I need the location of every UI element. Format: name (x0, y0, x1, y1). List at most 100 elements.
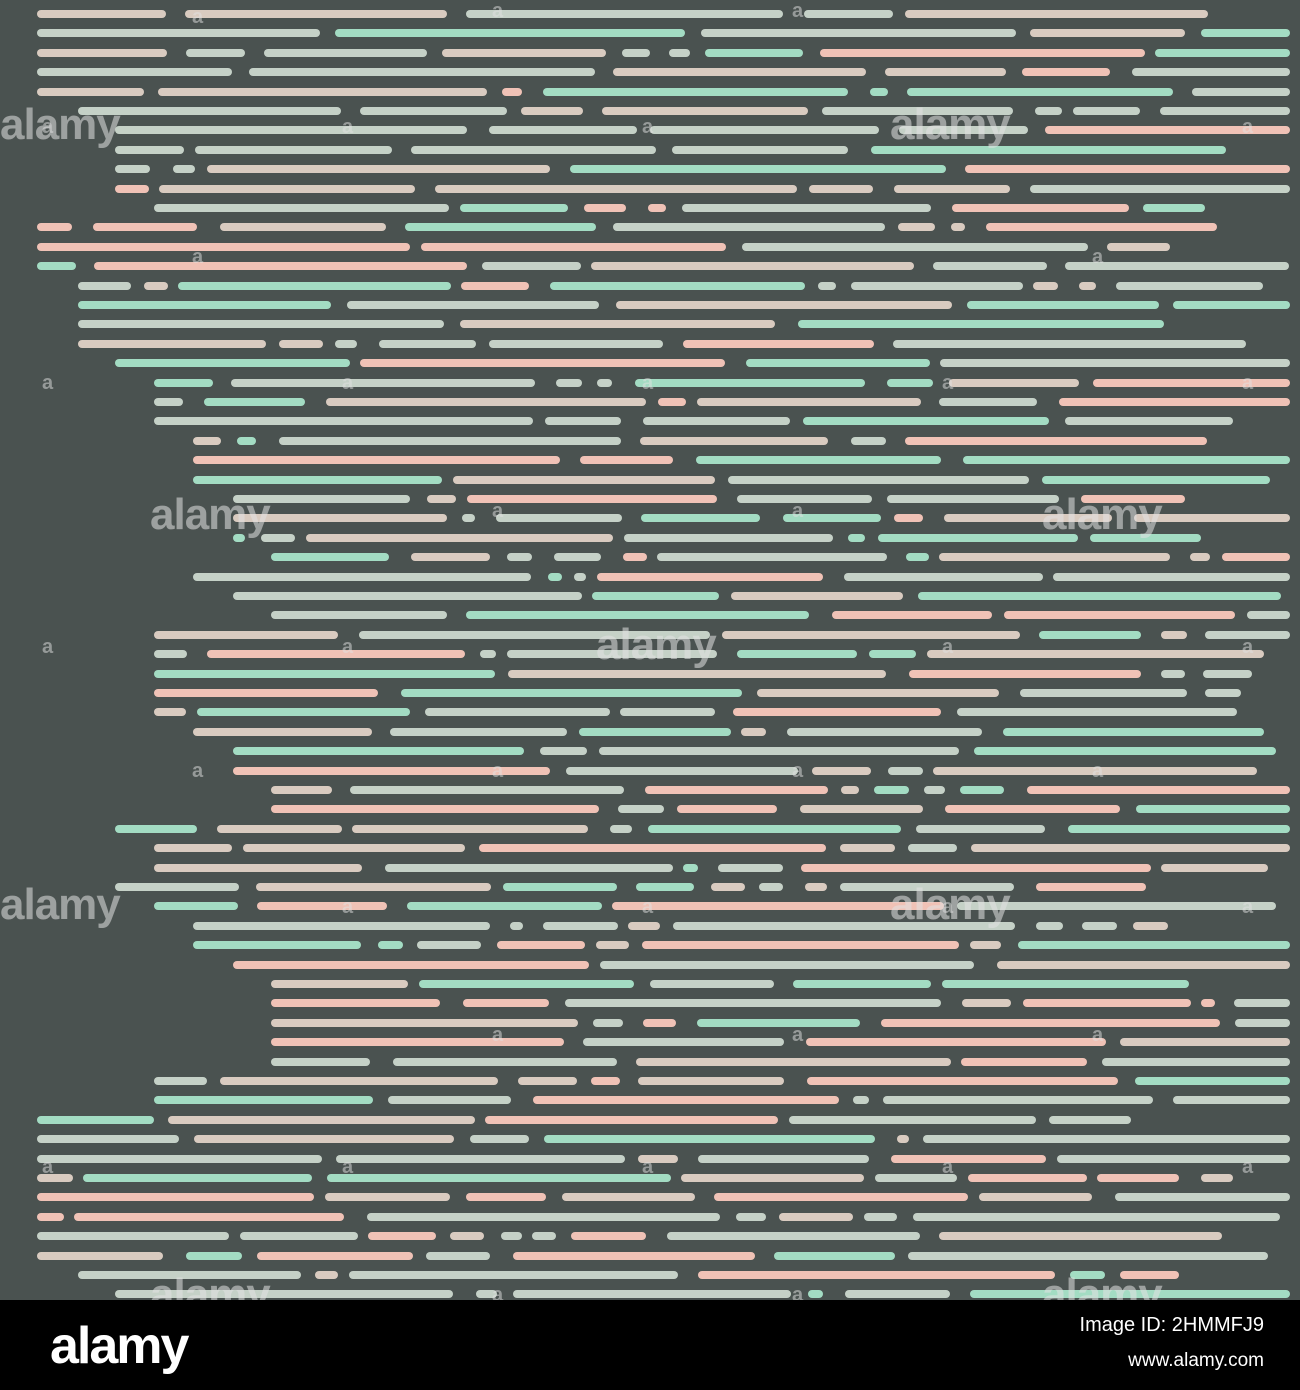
dash-segment (624, 533, 833, 542)
dash-segment (1090, 533, 1201, 542)
dash-segment (207, 650, 465, 659)
dash-segment (37, 48, 167, 57)
dash-segment (1018, 941, 1290, 950)
dash-segment (315, 1271, 338, 1279)
dash-segment (173, 165, 195, 174)
watermark-glyph: a (642, 372, 654, 394)
dash-segment (193, 572, 531, 581)
dash-segment (957, 902, 1276, 911)
dash-segment (592, 592, 719, 600)
dash-segment (1053, 572, 1290, 581)
dash-segment (1035, 107, 1062, 115)
watermark-glyph: a (192, 760, 204, 782)
dash-segment (233, 495, 410, 503)
dash-segment (722, 630, 1020, 639)
dash-segment (681, 1174, 864, 1182)
dash-segment (642, 941, 959, 950)
dash-segment (37, 1135, 179, 1144)
dash-segment (115, 126, 467, 135)
dash-segment (460, 320, 775, 329)
watermark-glyph: a (492, 500, 504, 522)
dash-segment (636, 883, 694, 891)
dash-segment (593, 1018, 623, 1027)
dash-segment (548, 572, 562, 581)
dash-segment (419, 980, 634, 988)
dash-segment (327, 1174, 671, 1182)
dash-segment (217, 824, 342, 833)
watermark-glyph: a (492, 1024, 504, 1046)
dash-segment (540, 747, 587, 756)
dash-segment (1143, 204, 1205, 212)
dash-segment (193, 727, 372, 736)
dash-segment (360, 107, 507, 115)
watermark-glyph: a (642, 1156, 654, 1178)
dash-segment (115, 165, 150, 174)
dash-segment (417, 941, 481, 950)
dash-segment (388, 1096, 511, 1105)
dash-segment (466, 10, 783, 18)
dash-segment (583, 1038, 784, 1047)
dash-segment (746, 359, 930, 368)
dash-segment (888, 766, 923, 775)
dash-segment (623, 553, 647, 562)
dash-segment (154, 708, 186, 717)
dash-segment (367, 1212, 720, 1221)
dash-segment (997, 960, 1290, 969)
dash-segment (798, 320, 1164, 329)
dash-segment (650, 126, 879, 135)
dash-segment (733, 708, 941, 717)
dash-segment (714, 1193, 968, 1202)
dash-segment (1192, 87, 1290, 96)
dash-segment (718, 863, 783, 872)
footer-bar: alamy Image ID: 2HMMFJ9 www.alamy.com (0, 1300, 1300, 1390)
dash-segment (579, 727, 731, 736)
dash-segment (1004, 611, 1235, 620)
dash-segment (616, 301, 952, 309)
dash-segment (566, 766, 798, 775)
dash-segment (168, 1115, 475, 1124)
dash-segment (467, 495, 717, 503)
dash-segment (1036, 883, 1146, 891)
dash-segment (78, 301, 331, 309)
dash-segment (37, 1232, 229, 1241)
dash-segment (822, 107, 1013, 115)
dash-segment (349, 1271, 678, 1279)
dash-segment (600, 960, 974, 969)
dash-segment (599, 747, 959, 756)
dash-segment (257, 902, 387, 911)
dash-segment (37, 1174, 73, 1182)
dash-segment (154, 417, 533, 426)
dash-segment (1115, 1193, 1290, 1202)
dash-segment (961, 1057, 1087, 1066)
dash-segment (602, 107, 808, 115)
dash-segment (1247, 611, 1290, 620)
dash-segment (1160, 107, 1290, 115)
dash-segment (682, 204, 931, 212)
dash-segment (949, 378, 1079, 387)
watermark-glyph: a (492, 760, 504, 782)
dash-segment (1082, 921, 1117, 930)
dash-segment (960, 786, 1004, 794)
dash-segment (1173, 301, 1290, 309)
watermark-glyph: a (1092, 246, 1104, 268)
dash-segment (986, 223, 1217, 232)
dash-segment (193, 921, 490, 930)
dash-segment (368, 1232, 436, 1241)
dash-segment (742, 242, 1088, 251)
dash-segment (178, 281, 451, 290)
dash-segment (74, 1212, 344, 1221)
dash-segment (37, 262, 76, 271)
dash-segment (657, 553, 887, 562)
dash-segment (466, 1193, 546, 1202)
dash-segment (885, 68, 1006, 77)
dash-segment (737, 650, 857, 659)
dash-segment (801, 863, 1151, 872)
dash-segment (83, 1174, 312, 1182)
dash-segment (193, 941, 361, 950)
dash-segment (1136, 805, 1290, 814)
dash-segment (891, 1154, 1046, 1163)
dash-segment (804, 10, 893, 18)
dash-segment (347, 301, 599, 309)
dash-segment (940, 359, 1290, 368)
dash-segment (489, 126, 637, 135)
